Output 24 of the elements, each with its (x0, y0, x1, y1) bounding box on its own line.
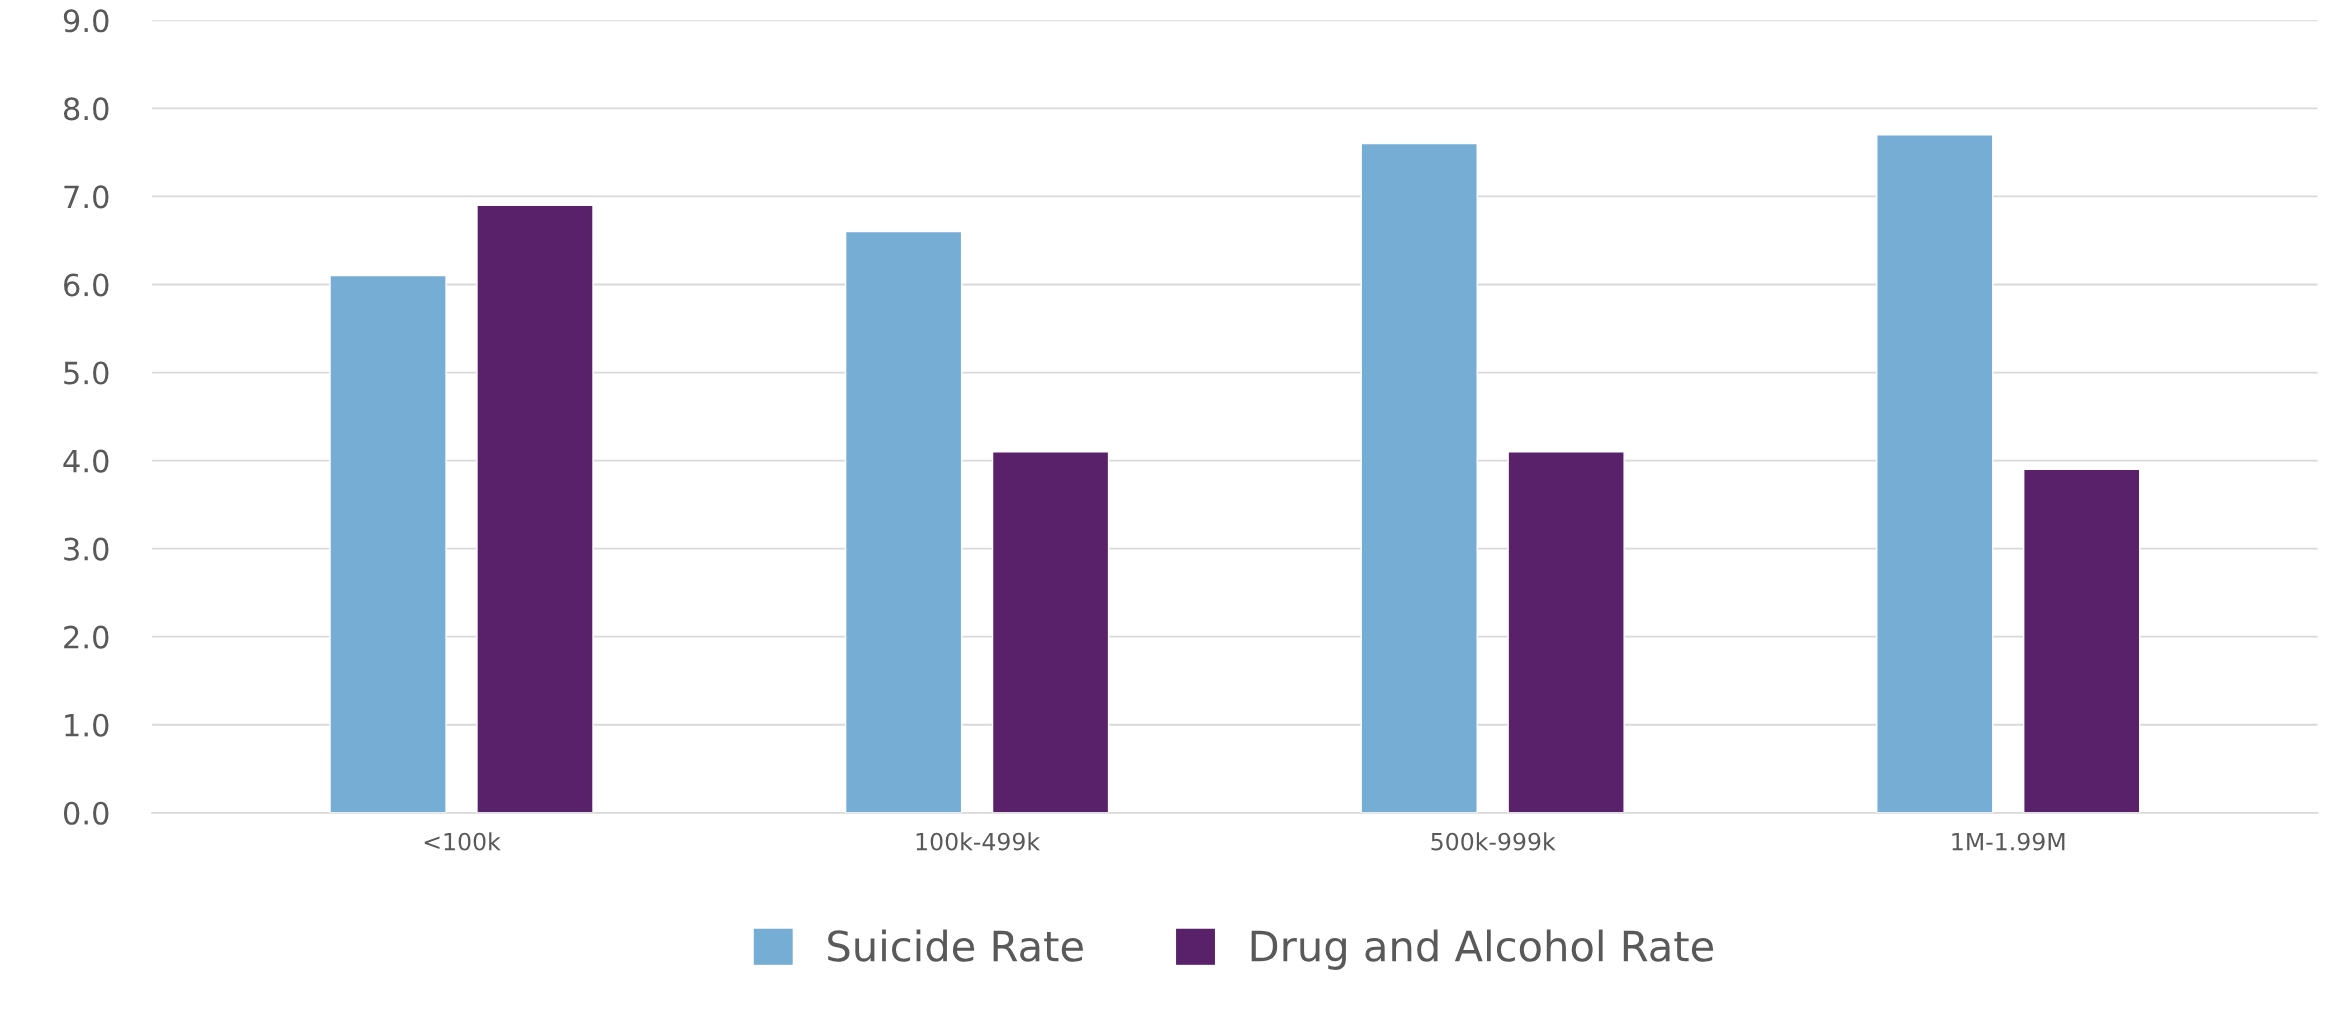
bar (844, 230, 963, 813)
bar (476, 204, 594, 813)
y-tick-label: 6.0 (64, 273, 109, 297)
x-tick-label: 500k-999k (1431, 832, 1556, 851)
x-tick-label: 1M-1.99M (1952, 832, 2065, 851)
bar (1507, 451, 1625, 813)
y-tick-label: 5.0 (64, 361, 109, 385)
bar (1876, 134, 1994, 813)
y-tick-label: 1.0 (65, 713, 109, 737)
bar (2023, 468, 2141, 813)
bar (1360, 142, 1478, 813)
y-tick-label: 9.0 (63, 9, 109, 33)
bar (329, 274, 447, 813)
y-tick-label: 8.0 (63, 97, 109, 121)
x-tick-label: <100k (424, 832, 501, 851)
bar (991, 451, 1110, 813)
y-tick-label: 2.0 (64, 625, 109, 649)
legend-label: Suicide Rate (828, 929, 1083, 962)
y-tick-label: 3.0 (64, 537, 109, 561)
y-tick-label: 0.0 (63, 801, 109, 825)
legend-label: Drug and Alcohol Rate (1251, 929, 1714, 970)
x-tick-label: 100k-499k (916, 832, 1041, 851)
y-tick-label: 7.0 (64, 185, 109, 209)
y-tick-label: 4.0 (63, 449, 109, 473)
